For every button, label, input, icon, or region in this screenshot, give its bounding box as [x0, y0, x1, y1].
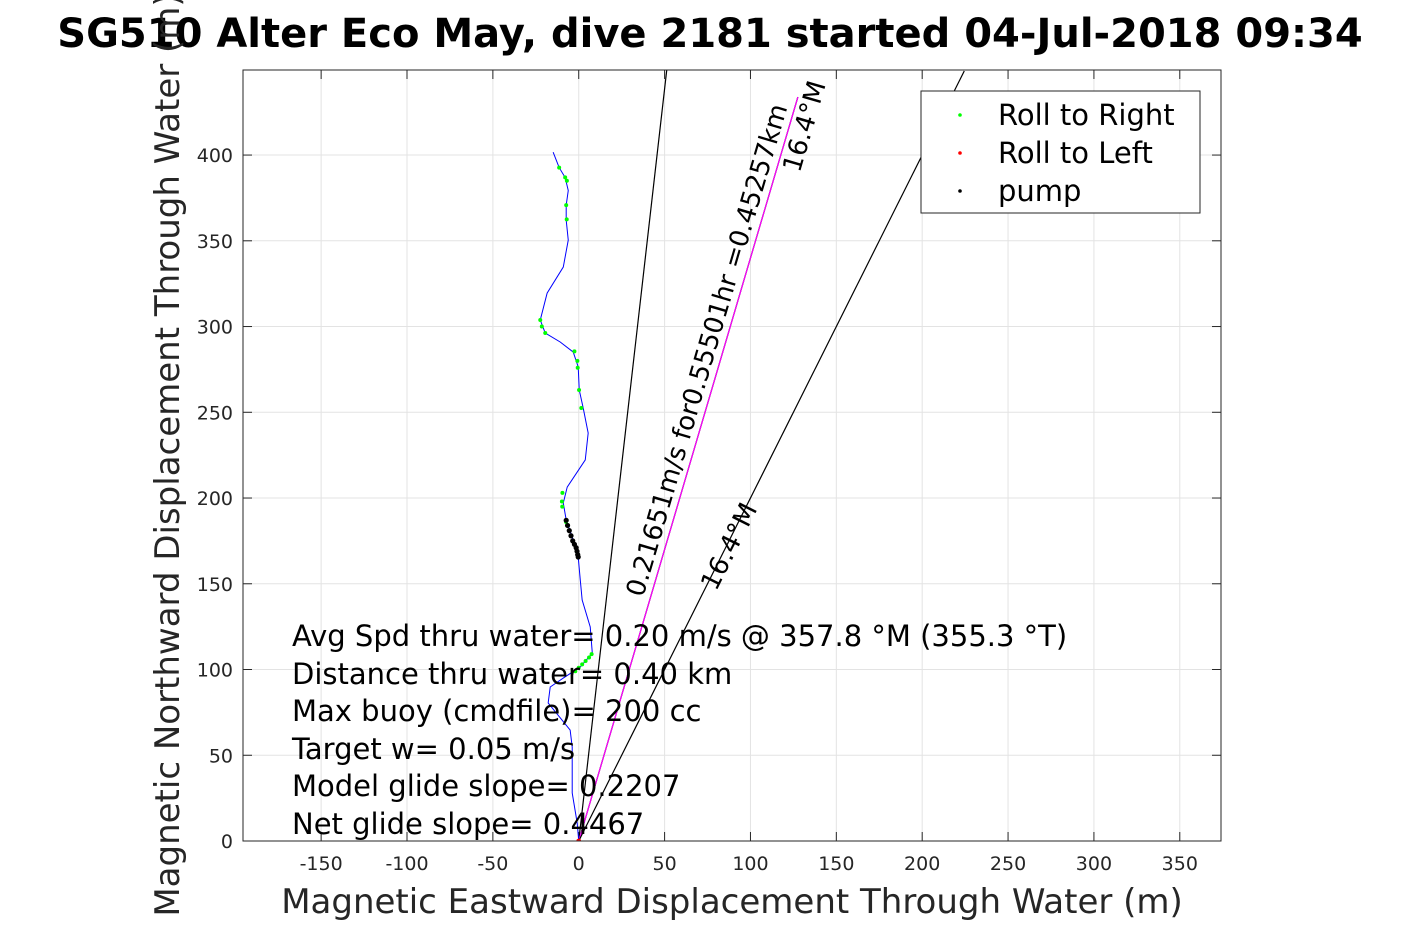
roll-right-point: [572, 349, 577, 354]
y-tick-label: 250: [197, 402, 233, 424]
roll-right-point: [539, 324, 544, 329]
summary-avg-speed: Avg Spd thru water= 0.20 m/s @ 357.8 °M …: [292, 619, 1067, 653]
net-displacement-line: [578, 96, 799, 841]
y-tick-label: 100: [197, 660, 233, 682]
roll-right-point: [560, 504, 565, 509]
x-tick-label: 250: [990, 853, 1026, 875]
roll-right-point: [538, 318, 543, 323]
roll-right-point: [557, 165, 562, 170]
roll-right-point: [580, 662, 585, 667]
pump-point: [563, 517, 569, 523]
y-axis-label: Magnetic Northward Displacement Through …: [148, 0, 188, 917]
summary-max-buoy: Max buoy (cmdfile)= 200 cc: [292, 694, 701, 728]
roll-right-point: [589, 652, 594, 657]
reference-lines: [578, 70, 965, 841]
roll-right-point: [576, 665, 581, 670]
track-line: [539, 151, 593, 841]
legend-marker-roll-right: [958, 113, 962, 117]
legend-marker-pump: [958, 189, 962, 193]
x-tick-label: -150: [300, 853, 343, 875]
y-tick-label: 300: [197, 317, 233, 339]
x-tick-label: 200: [904, 853, 940, 875]
pump-point: [564, 522, 571, 529]
roll-right-point: [560, 490, 565, 495]
summary-distance: Distance thru water= 0.40 km: [292, 657, 732, 691]
summary-model-glide: Model glide slope= 0.2207: [292, 769, 680, 803]
x-tick-label: -100: [385, 853, 428, 875]
roll-right-point: [543, 331, 548, 336]
legend-roll-left: Roll to Left: [998, 136, 1153, 170]
summary-target-w: Target w= 0.05 m/s: [291, 732, 575, 766]
roll-right-point: [575, 358, 580, 363]
roll-right-point: [564, 217, 569, 222]
summary-annotations: Avg Spd thru water= 0.20 m/s @ 357.8 °M …: [291, 619, 1067, 841]
roll-right-point: [577, 387, 582, 392]
roll-right-point: [564, 203, 569, 208]
roll-left-point: [576, 838, 582, 841]
roll-right-point: [583, 658, 588, 663]
legend: Roll to Right Roll to Left pump: [920, 90, 1201, 214]
x-tick-label: 350: [1162, 853, 1198, 875]
y-tick-label: 350: [197, 231, 233, 253]
axes-box: [242, 69, 1222, 842]
tick-labels: -150 -100 -50 0 50 100 150 200 250 300 350 0 50 100 15…: [197, 145, 1198, 875]
track-layer: [538, 151, 594, 841]
x-tick-label: 100: [732, 853, 768, 875]
roll-right-point: [564, 178, 569, 183]
pump-point: [566, 528, 572, 534]
y-tick-label: 200: [197, 488, 233, 510]
heading-line-1: [578, 70, 668, 841]
legend-pump: pump: [998, 174, 1081, 208]
pump-point: [568, 533, 574, 539]
summary-net-glide: Net glide slope= 0.4467: [292, 807, 644, 841]
heading-line-3: [578, 70, 965, 841]
x-axis-label: Magnetic Eastward Displacement Through W…: [281, 882, 1183, 922]
chart-title: SG510 Alter Eco May, dive 2181 started 0…: [57, 11, 1362, 57]
roll-right-point: [563, 175, 568, 180]
roll-right-point: [575, 365, 580, 370]
x-tick-label: -50: [477, 853, 508, 875]
x-tick-label: 150: [818, 853, 854, 875]
pump-point: [575, 554, 581, 560]
x-tick-label: 50: [653, 853, 677, 875]
y-tick-label: 0: [221, 831, 233, 853]
legend-roll-right: Roll to Right: [998, 98, 1175, 132]
roll-right-point: [587, 655, 592, 660]
x-tick-label: 0: [573, 853, 585, 875]
roll-right-point: [573, 669, 578, 674]
roll-right-point: [579, 405, 584, 410]
y-tick-label: 150: [197, 574, 233, 596]
y-tick-label: 50: [209, 745, 233, 767]
x-tick-label: 300: [1076, 853, 1112, 875]
roll-right-point: [559, 499, 564, 504]
y-tick-label: 400: [197, 145, 233, 167]
legend-marker-roll-left: [958, 151, 962, 155]
